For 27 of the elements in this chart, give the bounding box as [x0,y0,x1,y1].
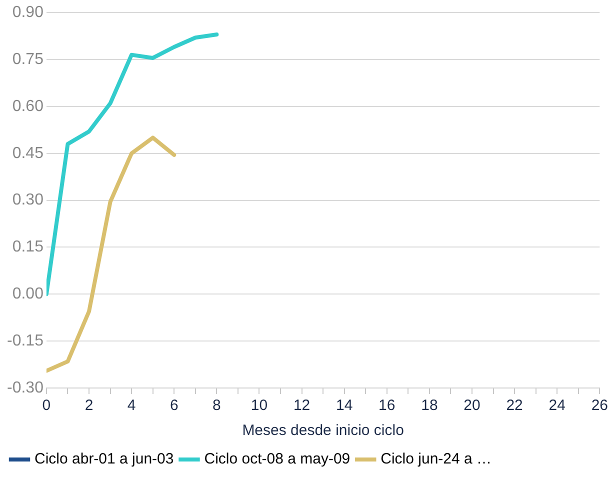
x-tick-label: 6 [170,397,178,414]
x-tick-label: 10 [250,397,268,414]
x-tick-label: 18 [421,397,438,414]
y-tick-label: 0.00 [12,286,44,303]
x-tick-label: 4 [127,397,136,414]
x-tick-label: 26 [591,397,608,414]
x-tick-label: 14 [336,397,353,414]
y-tick-label: 0.75 [12,50,44,68]
x-tick-label: 12 [293,397,310,414]
y-tick-label: 0.45 [12,144,44,162]
x-tick-label: 2 [84,397,94,414]
y-tick-label: 0.90 [12,4,44,22]
y-tick-label: -0.30 [7,379,44,396]
y-tick-label: 0.60 [12,98,44,115]
x-tick-label: 20 [464,397,480,414]
x-tick-label: 8 [212,397,221,414]
legend-label: Ciclo abr-01 a jun-03 [34,450,174,468]
x-tick-label: 0 [42,397,51,414]
x-tick-label: 24 [548,397,566,414]
legend-label: Ciclo oct-08 a may-09 [204,450,350,468]
x-tick-label: 22 [506,397,523,414]
legend-label: Ciclo jun-24 a … [380,450,492,468]
y-tick-label: 0.15 [12,238,44,256]
x-tick-label: 16 [378,397,396,414]
y-tick-label: 0.30 [12,192,44,209]
x-axis-title: Meses desde inicio ciclo [242,422,404,440]
y-tick-label: -0.15 [7,332,44,350]
